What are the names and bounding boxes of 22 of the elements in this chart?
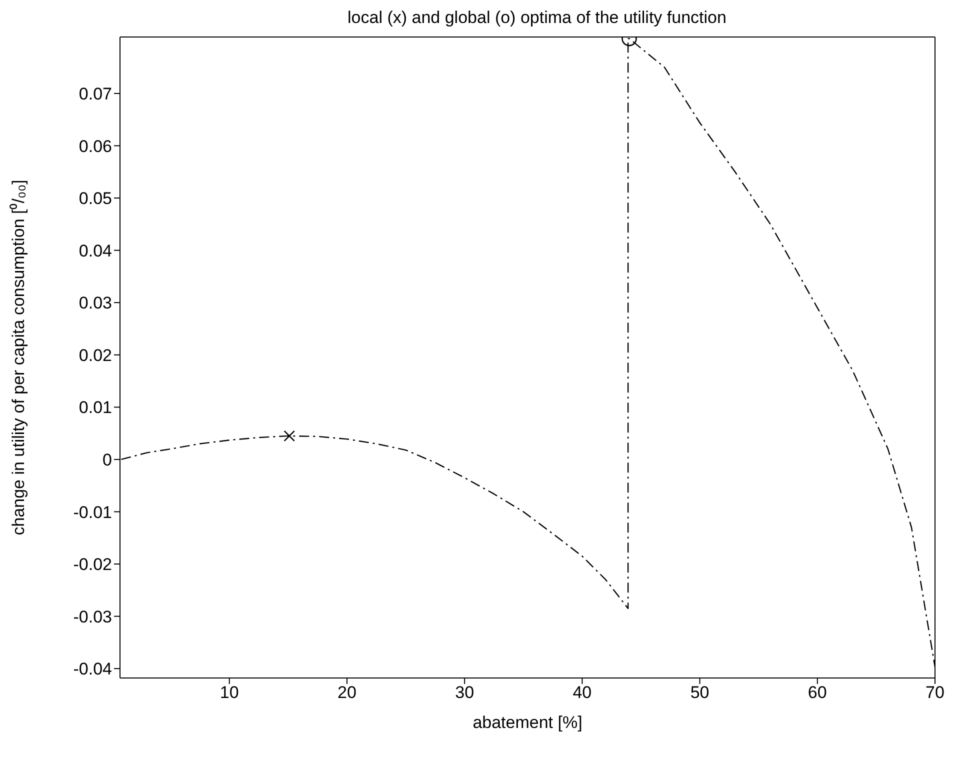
x-axis-title: abatement [%] (472, 713, 582, 732)
y-tick-label: 0.05 (78, 189, 112, 208)
y-tick-label: 0.07 (78, 84, 112, 104)
y-tick-label: 0.02 (78, 346, 112, 365)
x-tick-label: 20 (338, 683, 356, 702)
x-tick-label: 60 (808, 683, 827, 702)
y-axis-title: change in utility of per capita consumption [⁰/₀₀] (9, 180, 28, 536)
y-tick-label: -0.03 (73, 607, 112, 626)
x-tick-label: 30 (455, 683, 474, 702)
y-tick-label: 0.04 (78, 241, 112, 260)
x-tick-label: 70 (926, 683, 944, 702)
y-tick-label: 0 (102, 450, 112, 470)
y-tick-label: 0.03 (78, 294, 112, 313)
y-tick-label: -0.01 (73, 502, 112, 522)
y-tick-label: -0.02 (73, 555, 112, 574)
y-tick-label: 0.06 (78, 136, 112, 156)
y-tick-label: -0.04 (73, 660, 112, 679)
x-tick-label: 40 (572, 683, 592, 702)
x-tick-label: 10 (220, 683, 239, 702)
x-tick-label: 50 (690, 683, 710, 702)
y-tick-label: 0.01 (78, 398, 112, 418)
chart-title: local (x) and global (o) optima of the utility function (346, 8, 728, 28)
